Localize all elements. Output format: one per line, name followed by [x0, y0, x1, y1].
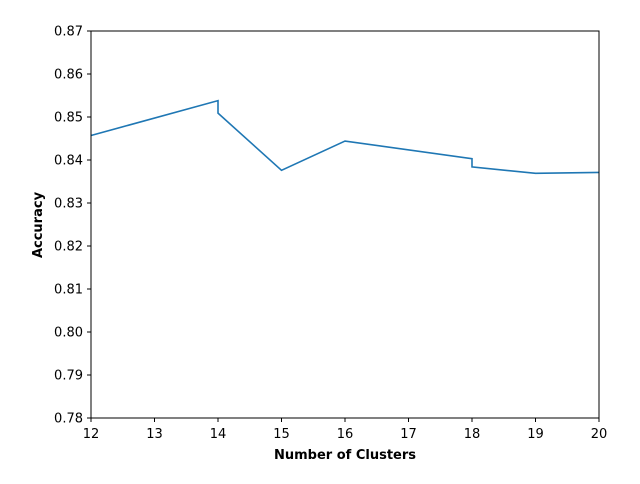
y-tick-label: 0.82 — [54, 240, 83, 255]
y-tick-label: 0.84 — [54, 154, 83, 169]
x-tick-label: 14 — [210, 427, 227, 442]
x-axis-ticks: 12 13 14 15 16 17 18 19 20 — [83, 418, 608, 442]
y-tick-label: 0.80 — [54, 326, 83, 341]
y-tick-label: 0.85 — [54, 111, 83, 126]
x-tick-label: 20 — [591, 427, 608, 442]
y-axis-ticks: 0.78 0.79 0.80 0.81 0.82 0.83 0.84 0.85 0.86 0.87 — [54, 25, 91, 427]
x-tick-label: 16 — [337, 427, 354, 442]
y-axis-label: Accuracy — [31, 191, 46, 258]
x-tick-label: 17 — [400, 427, 417, 442]
y-tick-label: 0.81 — [54, 283, 83, 298]
x-tick-label: 13 — [146, 427, 163, 442]
y-tick-label: 0.87 — [54, 25, 83, 40]
x-tick-label: 12 — [83, 427, 100, 442]
y-tick-label: 0.78 — [54, 412, 83, 427]
x-axis-label: Number of Clusters — [274, 448, 416, 463]
y-tick-label: 0.86 — [54, 68, 83, 83]
x-tick-label: 18 — [464, 427, 481, 442]
y-tick-label: 0.79 — [54, 369, 83, 384]
y-tick-label: 0.83 — [54, 197, 83, 212]
series-line-0 — [90, 99, 600, 175]
x-tick-label: 15 — [273, 427, 290, 442]
x-tick-label: 19 — [527, 427, 544, 442]
